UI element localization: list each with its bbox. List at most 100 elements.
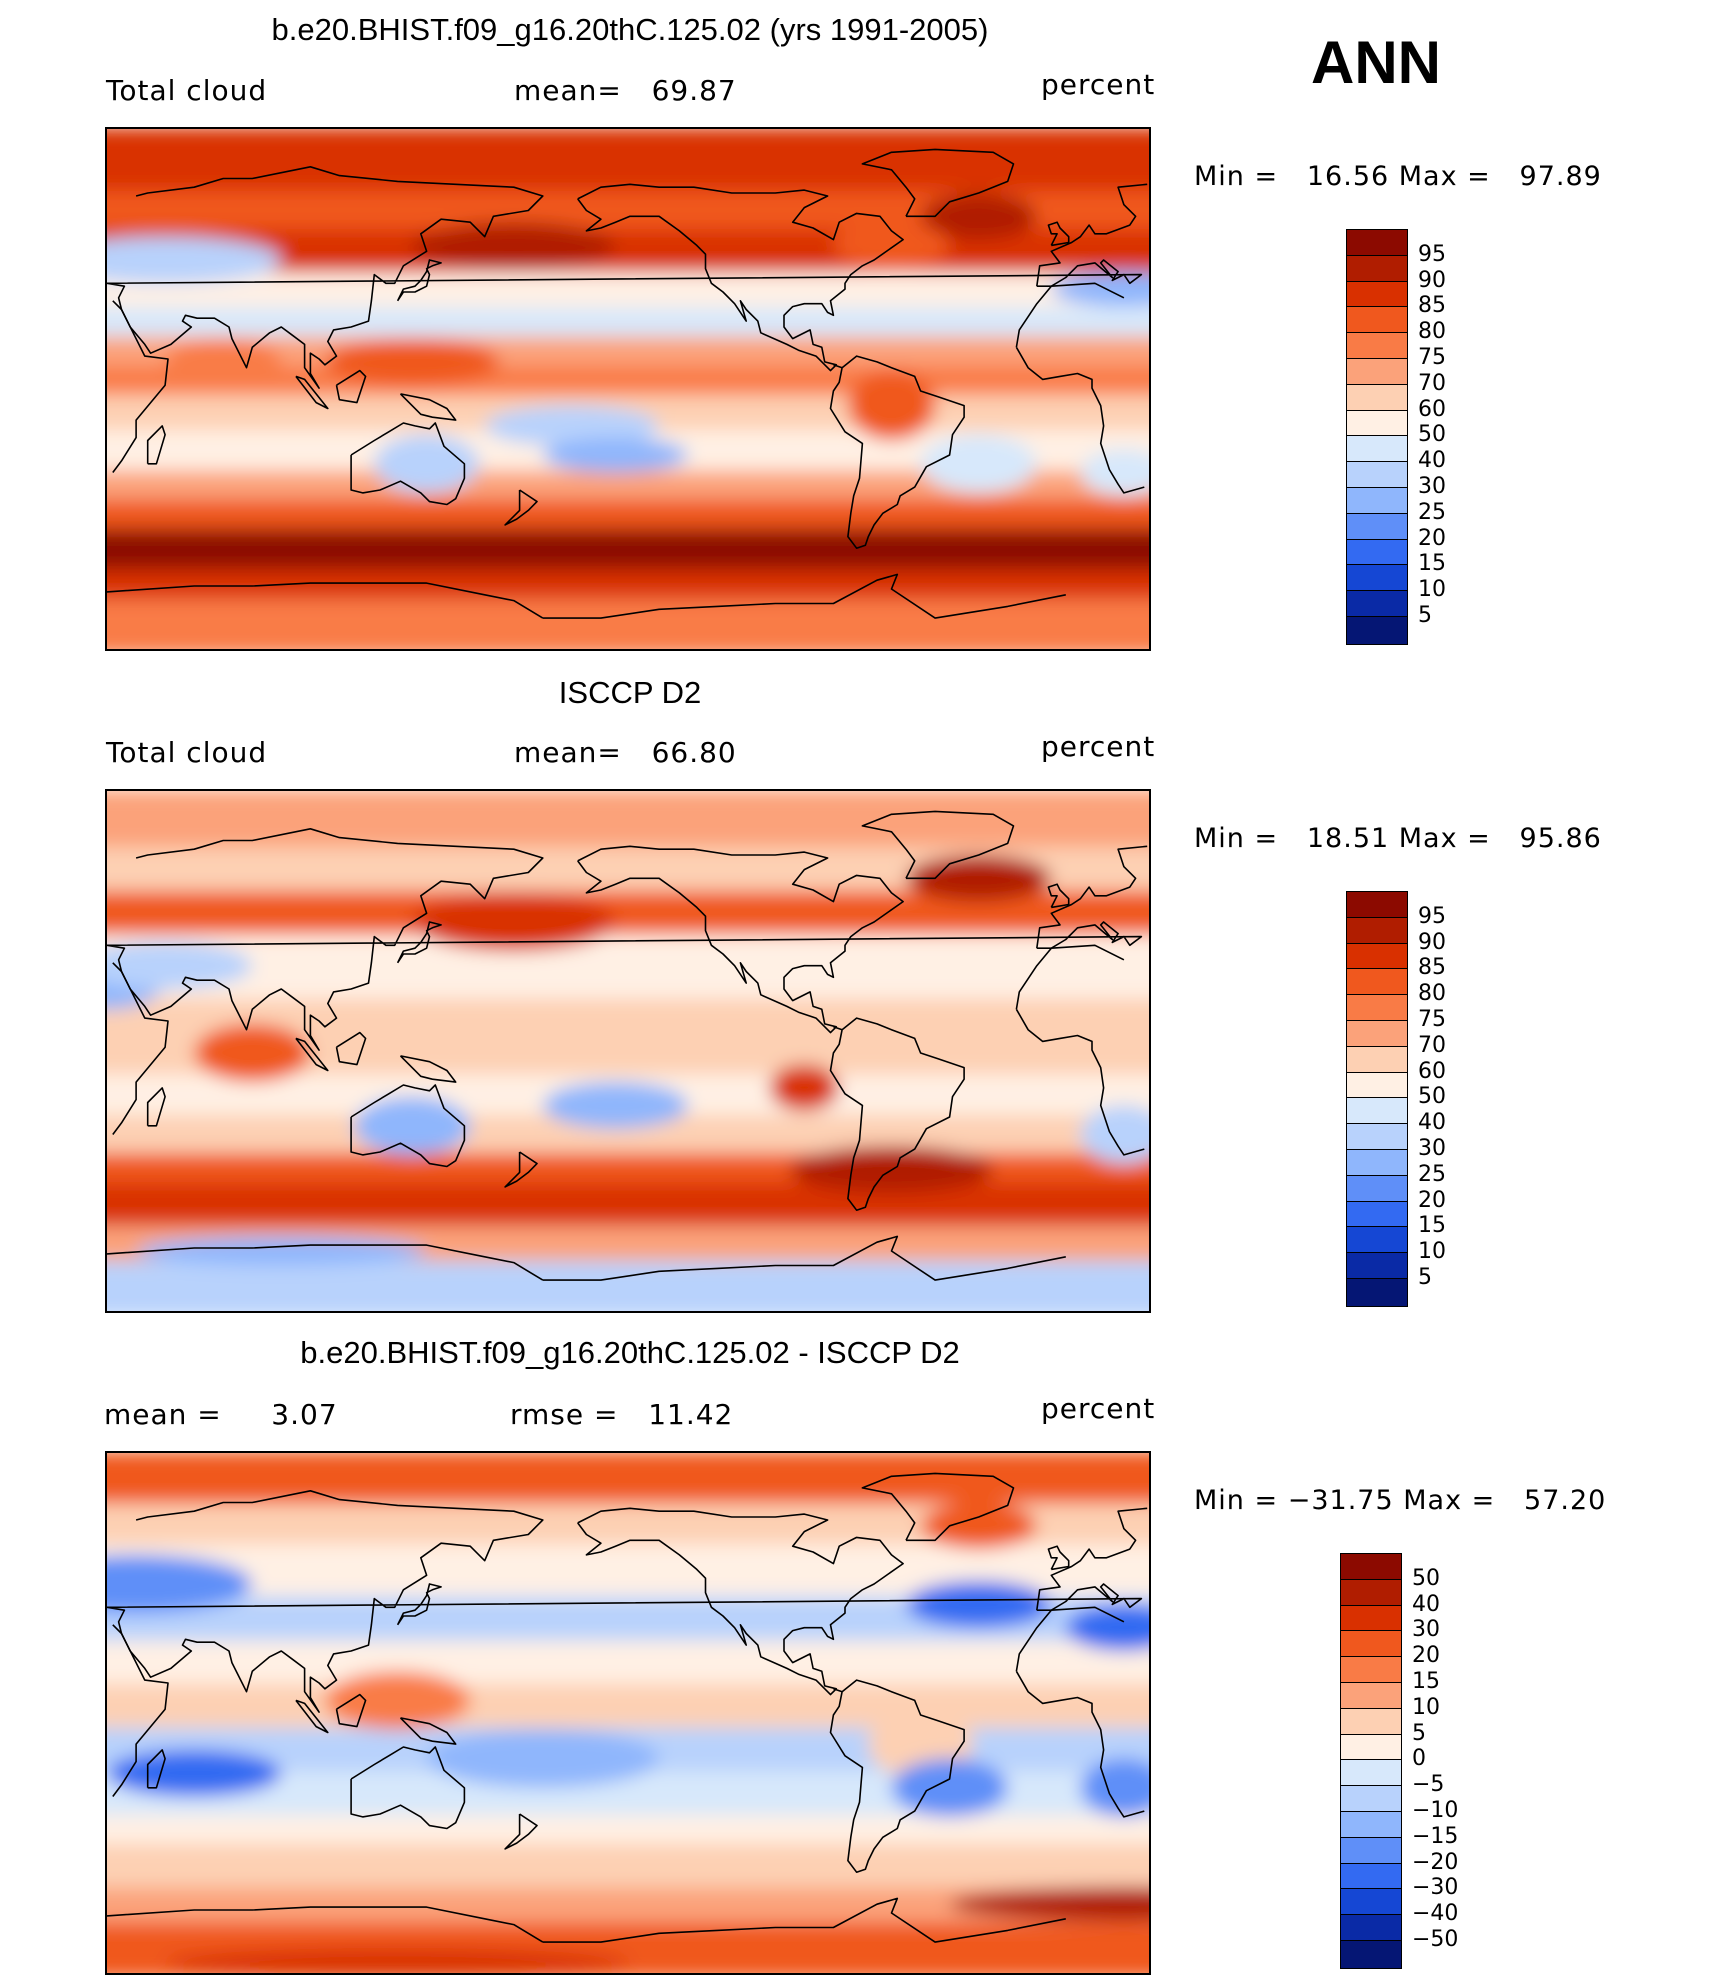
panel-1-title: b.e20.BHIST.f09_g16.20thC.125.02 (yrs 19…: [271, 12, 989, 47]
colorbar-swatch: [1346, 409, 1408, 439]
panel-1-min-value: 16.56: [1306, 161, 1390, 192]
colorbar-tick-label: 30: [1412, 1617, 1440, 1643]
field-anomaly: [412, 222, 616, 269]
colorbar-tick-label: 25: [1418, 1161, 1446, 1187]
colorbar-tick-label: −30: [1412, 1875, 1459, 1901]
field-anomaly: [1065, 1604, 1149, 1651]
field-anomaly: [920, 193, 1037, 240]
colorbar-swatch: [1340, 1862, 1402, 1892]
colorbar-swatch: [1346, 942, 1408, 972]
field-band: [107, 365, 1149, 399]
colorbar-tick-label: 15: [1412, 1669, 1440, 1694]
colorbar-swatch: [1340, 1785, 1402, 1814]
colorbar-swatch: [1346, 994, 1408, 1023]
coastline: [504, 489, 538, 526]
field-band: [107, 307, 1149, 341]
field-anomaly: [426, 1729, 660, 1788]
field-band: [107, 963, 1149, 1003]
field-anomaly: [136, 1236, 427, 1266]
colorbar-swatch: [1340, 1578, 1402, 1608]
panel-3-rmse: rmse = 11.42: [510, 1398, 734, 1431]
panel-1-mean-label: mean= 69.87: [514, 74, 737, 107]
colorbar-tick-label: 70: [1418, 370, 1446, 396]
field-band: [107, 569, 1149, 603]
field-anomaly: [949, 1886, 1149, 1922]
field-anomaly: [1051, 271, 1149, 307]
coastline: [295, 1037, 329, 1072]
colorbar-swatch: [1346, 1278, 1408, 1307]
field-anomaly: [324, 338, 500, 386]
colorbar-tick-label: 50: [1418, 422, 1446, 448]
field-anomaly: [833, 222, 950, 269]
field-band: [107, 1844, 1149, 1892]
panel-3-max-value: 57.20: [1524, 1485, 1607, 1516]
season-label: ANN: [1311, 29, 1441, 96]
colorbar-tick-label: −50: [1412, 1927, 1459, 1952]
panel-1-map: [105, 127, 1151, 651]
panel-2-title: ISCCP D2: [558, 675, 702, 710]
colorbar-tick-label: 75: [1418, 345, 1446, 370]
panel-1-mean-value: 69.87: [651, 74, 737, 107]
colorbar-tick-label: 60: [1418, 396, 1446, 422]
coastline: [350, 422, 466, 506]
colorbar-tick-label: 40: [1418, 448, 1446, 474]
colorbar-tick-label: 60: [1418, 1058, 1446, 1084]
field-band: [107, 1152, 1149, 1186]
field-anomaly: [906, 1581, 1052, 1628]
field-band: [107, 598, 1149, 649]
panel-2-map: [105, 789, 1151, 1313]
field-anomaly: [1080, 449, 1149, 496]
colorbar-swatch: [1340, 1888, 1402, 1918]
colorbar-swatch: [1346, 1174, 1408, 1204]
panel-3-minmax: Min = −31.75 Max = 57.20: [1194, 1485, 1607, 1516]
field-band: [107, 1683, 1149, 1732]
colorbar-tick-label: 10: [1412, 1694, 1440, 1720]
colorbar-tick-label: 80: [1418, 981, 1446, 1007]
colorbar-swatch: [1340, 1836, 1402, 1866]
colorbar-tick-label: 75: [1418, 1007, 1446, 1032]
colorbar-swatch: [1340, 1940, 1402, 1969]
field-anomaly: [769, 1064, 840, 1112]
colorbar-tick-label: 70: [1418, 1032, 1446, 1058]
colorbar-swatch: [1346, 229, 1408, 258]
colorbar-tick-label: 95: [1418, 241, 1446, 267]
colorbar-tick-label: 90: [1418, 929, 1446, 955]
field-band: [107, 1453, 1149, 1508]
colorbar-swatch: [1346, 306, 1408, 336]
field-anomaly: [107, 942, 253, 989]
coastline: [335, 369, 367, 404]
colorbar-swatch: [1346, 1045, 1408, 1075]
colorbar-swatch: [1346, 1149, 1408, 1178]
coastline: [399, 1055, 457, 1083]
colorbar-tick-label: 10: [1418, 577, 1446, 603]
field-band: [107, 934, 1149, 968]
panel-2-mean-label: mean= 66.80: [514, 736, 737, 769]
colorbar-swatch: [1346, 1200, 1408, 1230]
colorbar-tick-label: 15: [1418, 551, 1446, 577]
coastline: [107, 573, 1066, 619]
colorbar-tick-label: −5: [1412, 1772, 1445, 1798]
colorbar-swatch: [1346, 968, 1408, 998]
coastline: [504, 1151, 538, 1188]
panel-2-minmax: Min = 18.51 Max = 95.86: [1194, 823, 1602, 854]
colorbar-tick-label: 85: [1418, 293, 1446, 319]
coastline: [829, 1017, 965, 1211]
field-band: [107, 528, 1149, 574]
panel-3-title: b.e20.BHIST.f09_g16.20thC.125.02 - ISCCP…: [300, 1335, 960, 1370]
field-anomaly: [920, 434, 1037, 493]
field-anomaly: [484, 405, 660, 447]
colorbar-swatch: [1340, 1553, 1402, 1582]
field-anomaly: [107, 236, 282, 284]
colorbar-swatch: [1346, 358, 1408, 387]
colorbar-swatch: [1340, 1733, 1402, 1763]
panel-2-mean-value: 66.80: [651, 736, 737, 769]
coastline: [107, 1897, 1066, 1943]
field-anomaly: [906, 855, 1052, 902]
colorbar-swatch: [1346, 616, 1408, 645]
colorbar-tick-label: 5: [1418, 603, 1432, 628]
colorbar-swatch: [1346, 564, 1408, 594]
colorbar-tick-label: 5: [1418, 1265, 1432, 1290]
colorbar-tick-label: 30: [1418, 1136, 1446, 1161]
coastline: [107, 828, 1148, 1051]
field-anomaly: [891, 1758, 1008, 1817]
